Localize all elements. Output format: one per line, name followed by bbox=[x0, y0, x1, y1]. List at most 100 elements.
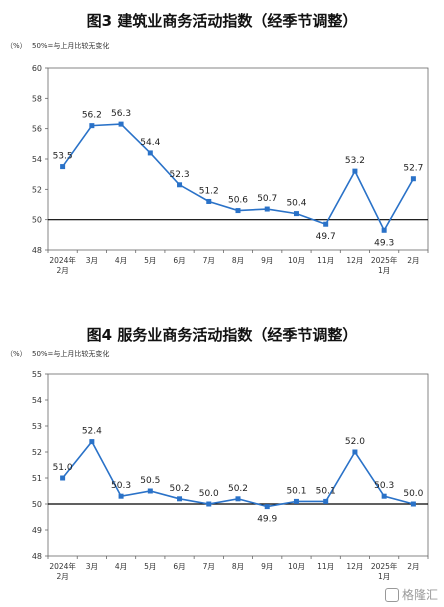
data-point bbox=[323, 221, 329, 227]
x-tick-label: 11月 bbox=[317, 256, 334, 265]
plot-frame bbox=[47, 67, 429, 251]
data-label: 56.3 bbox=[111, 109, 131, 119]
data-label: 50.3 bbox=[374, 481, 394, 491]
x-tick-label: 8月 bbox=[232, 562, 244, 571]
x-tick-label: 6月 bbox=[173, 562, 185, 571]
data-label: 50.4 bbox=[286, 199, 306, 209]
data-point bbox=[177, 182, 183, 188]
data-point bbox=[89, 123, 95, 129]
data-point bbox=[293, 211, 299, 217]
y-tick-label: 51 bbox=[32, 474, 42, 483]
chart2-plot: （%） 50%=与上月比较无变化48495051525354552024年2月3月… bbox=[6, 349, 429, 581]
data-point bbox=[352, 168, 358, 174]
x-tick-label: 3月 bbox=[86, 562, 98, 571]
x-tick-label: 2月 bbox=[56, 266, 68, 275]
x-tick-label: 4月 bbox=[115, 256, 127, 265]
data-label: 50.1 bbox=[316, 486, 336, 496]
data-label: 52.4 bbox=[82, 427, 102, 437]
baseline-note: 50%=与上月比较无变化 bbox=[32, 349, 109, 358]
data-point bbox=[118, 493, 124, 499]
y-tick-label: 50 bbox=[32, 500, 42, 509]
data-point bbox=[410, 501, 416, 507]
data-point bbox=[206, 501, 212, 507]
x-tick-label: 12月 bbox=[346, 256, 363, 265]
data-point bbox=[264, 206, 270, 212]
y-tick-label: 49 bbox=[32, 526, 42, 535]
data-point bbox=[60, 475, 66, 481]
data-label: 50.6 bbox=[228, 196, 248, 206]
y-tick-label: 52 bbox=[32, 185, 42, 194]
watermark-text: 格隆汇 bbox=[401, 588, 438, 602]
data-label: 50.7 bbox=[257, 194, 277, 204]
data-label: 56.2 bbox=[82, 111, 102, 121]
x-tick-label: 2月 bbox=[56, 572, 68, 581]
data-label: 54.4 bbox=[140, 138, 160, 148]
y-tick-label: 48 bbox=[32, 246, 42, 255]
data-point bbox=[177, 496, 183, 502]
data-label: 52.0 bbox=[345, 437, 365, 447]
y-tick-label: 52 bbox=[32, 448, 42, 457]
x-tick-label: 1月 bbox=[378, 572, 390, 581]
data-label: 51.2 bbox=[199, 186, 219, 196]
series-line bbox=[61, 123, 415, 232]
y-tick-label: 56 bbox=[32, 125, 42, 134]
x-tick-label: 2024年 bbox=[49, 255, 76, 265]
data-label: 50.5 bbox=[140, 476, 160, 486]
chart2-title: 图4 服务业商务活动指数（经季节调整） bbox=[86, 326, 358, 344]
data-label: 51.0 bbox=[53, 463, 73, 473]
x-tick-label: 10月 bbox=[288, 562, 305, 571]
y-tick-label: 58 bbox=[32, 94, 42, 103]
x-tick-label: 2024年 bbox=[49, 561, 76, 571]
x-tick-label: 11月 bbox=[317, 562, 334, 571]
x-tick-label: 5月 bbox=[144, 562, 156, 571]
x-tick-label: 12月 bbox=[346, 562, 363, 571]
data-label: 49.3 bbox=[374, 238, 394, 248]
y-tick-label: 54 bbox=[32, 155, 42, 164]
baseline-note: 50%=与上月比较无变化 bbox=[32, 41, 109, 50]
watermark: 格隆汇 bbox=[384, 586, 438, 603]
x-tick-label: 8月 bbox=[232, 256, 244, 265]
x-tick-label: 10月 bbox=[288, 256, 305, 265]
unit-label: （%） bbox=[6, 350, 27, 358]
x-tick-label: 5月 bbox=[144, 256, 156, 265]
chart1-title: 图3 建筑业商务活动指数（经季节调整） bbox=[86, 12, 358, 30]
data-point bbox=[410, 176, 416, 182]
x-tick-label: 2025年 bbox=[371, 255, 398, 265]
data-point bbox=[147, 488, 153, 494]
x-tick-label: 2月 bbox=[407, 562, 419, 571]
data-point bbox=[264, 504, 270, 510]
data-point bbox=[147, 150, 153, 156]
y-tick-label: 50 bbox=[32, 216, 42, 225]
plot-frame bbox=[47, 373, 429, 557]
data-label: 50.3 bbox=[111, 481, 131, 491]
data-label: 50.0 bbox=[403, 489, 423, 499]
data-label: 53.5 bbox=[53, 152, 73, 162]
data-label: 53.2 bbox=[345, 156, 365, 166]
data-point bbox=[60, 164, 66, 170]
data-point bbox=[381, 227, 387, 233]
data-label: 49.7 bbox=[316, 232, 336, 242]
data-label: 52.7 bbox=[403, 164, 423, 174]
data-point bbox=[235, 208, 241, 214]
data-point bbox=[352, 449, 358, 455]
y-tick-label: 53 bbox=[32, 422, 42, 431]
x-tick-label: 7月 bbox=[203, 256, 215, 265]
x-tick-label: 2月 bbox=[407, 256, 419, 265]
watermark-logo-icon bbox=[384, 587, 399, 602]
data-label: 49.9 bbox=[257, 515, 277, 525]
data-point bbox=[381, 493, 387, 499]
x-tick-label: 4月 bbox=[115, 562, 127, 571]
x-tick-label: 9月 bbox=[261, 256, 273, 265]
unit-label: （%） bbox=[6, 42, 27, 50]
data-label: 50.0 bbox=[199, 489, 219, 499]
data-point bbox=[323, 498, 329, 504]
data-point bbox=[235, 496, 241, 502]
x-tick-label: 6月 bbox=[173, 256, 185, 265]
y-tick-label: 54 bbox=[32, 396, 42, 405]
data-point bbox=[206, 198, 212, 204]
y-tick-label: 55 bbox=[32, 370, 42, 379]
x-tick-label: 1月 bbox=[378, 266, 390, 275]
data-label: 50.2 bbox=[228, 484, 248, 494]
data-label: 50.1 bbox=[286, 486, 306, 496]
